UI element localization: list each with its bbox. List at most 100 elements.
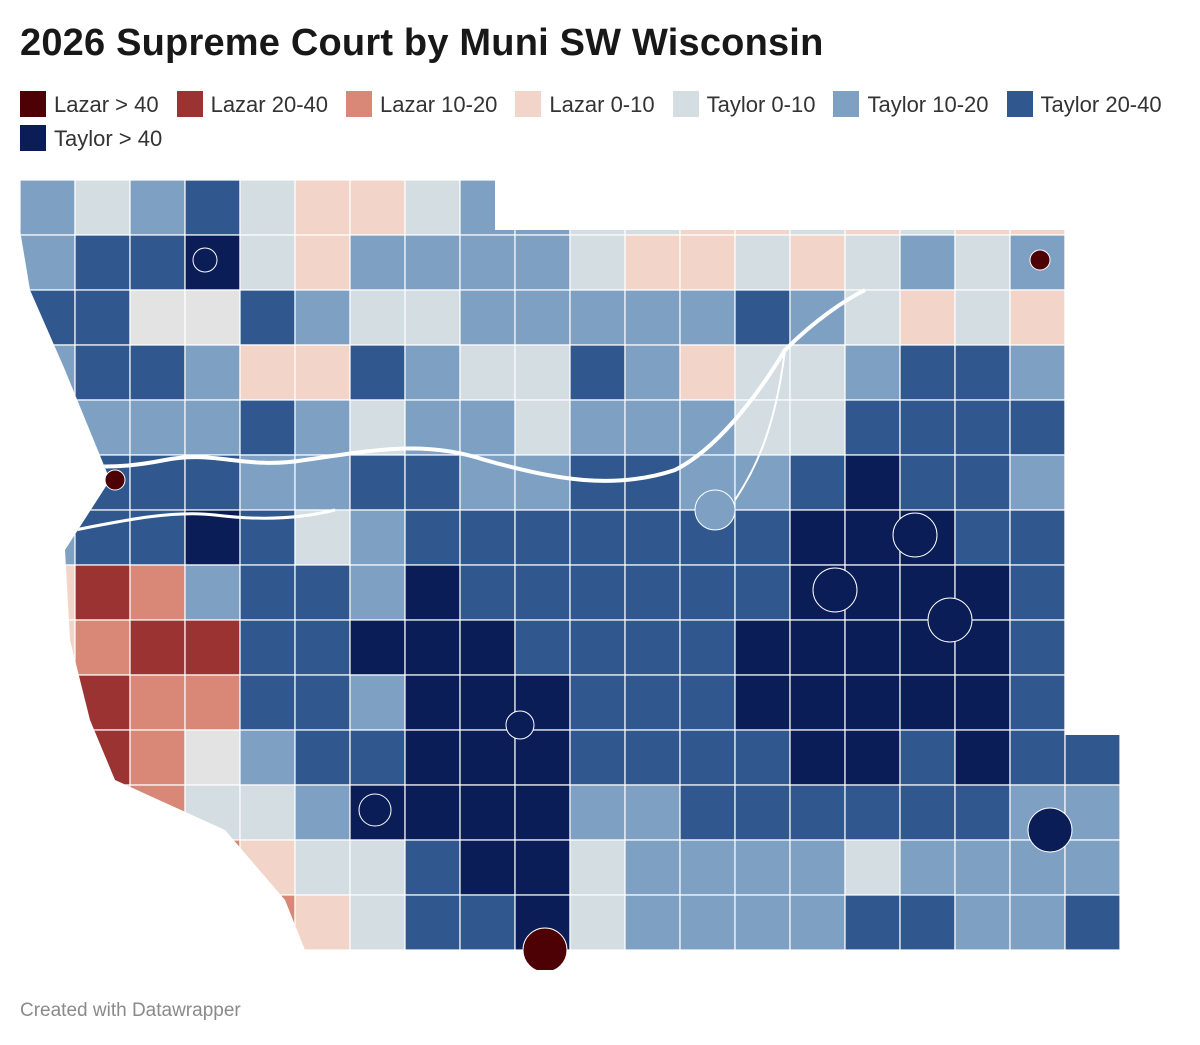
legend-label: Lazar 20-40	[210, 92, 328, 117]
municipality-cell	[20, 564, 76, 621]
municipality-cell	[569, 729, 626, 786]
municipality-cell	[954, 839, 1011, 896]
municipality-cell	[1064, 619, 1121, 676]
urban-area	[104, 469, 126, 491]
municipality-cell	[294, 839, 351, 896]
municipality-cell	[349, 180, 406, 236]
municipality-cell	[1009, 619, 1066, 676]
municipality-cell	[294, 619, 351, 676]
municipality-cell	[789, 509, 846, 566]
municipality-cell	[1009, 180, 1066, 236]
municipality-cell	[514, 564, 571, 621]
legend-item-lazar-0-10: Lazar 0-10	[515, 88, 655, 122]
municipality-cell	[569, 234, 626, 291]
municipality-cell	[899, 344, 956, 401]
municipality-cell	[239, 564, 296, 621]
municipality-cell	[294, 894, 351, 951]
municipality-cell	[459, 344, 516, 401]
municipality-cell	[1064, 234, 1121, 291]
municipality-cell	[569, 509, 626, 566]
municipality-cell	[954, 344, 1011, 401]
municipality-cell	[184, 894, 241, 951]
municipality-cell	[239, 839, 296, 896]
municipality-cell	[459, 289, 516, 346]
municipality-cell	[294, 180, 351, 236]
legend-swatch	[1006, 91, 1033, 117]
municipality-cell	[404, 564, 461, 621]
map-title: 2026 Supreme Court by Muni SW Wisconsin	[20, 22, 824, 64]
urban-area	[358, 793, 392, 827]
municipality-cell	[899, 234, 956, 291]
municipality-cell	[954, 234, 1011, 291]
municipality-cell	[679, 784, 736, 841]
municipality-cell	[20, 454, 76, 511]
credit-text: Created with Datawrapper	[20, 1000, 241, 1021]
municipality-cell	[569, 894, 626, 951]
municipality-cell	[294, 564, 351, 621]
municipality-cell	[20, 234, 76, 291]
municipality-cell	[569, 289, 626, 346]
municipality-cell	[734, 454, 791, 511]
municipality-cell	[1009, 509, 1066, 566]
municipality-cell	[1064, 839, 1121, 896]
municipality-cell	[349, 729, 406, 786]
municipality-cell	[624, 729, 681, 786]
urban-area	[694, 489, 736, 531]
municipality-cell	[404, 674, 461, 731]
municipality-cell	[679, 564, 736, 621]
municipality-cell	[624, 509, 681, 566]
municipality-cell	[789, 674, 846, 731]
municipality-cell	[239, 234, 296, 291]
municipality-cell	[349, 619, 406, 676]
municipality-cell	[404, 509, 461, 566]
municipality-cell	[679, 180, 736, 236]
municipality-cell	[899, 454, 956, 511]
municipality-cell	[679, 894, 736, 951]
municipality-cell	[844, 399, 901, 456]
municipality-cell	[954, 399, 1011, 456]
municipality-cell	[514, 454, 571, 511]
municipality-cell	[239, 729, 296, 786]
municipality-cell	[734, 784, 791, 841]
municipality-cell	[899, 784, 956, 841]
municipality-cell	[404, 839, 461, 896]
municipality-cell	[624, 180, 681, 236]
municipality-cell	[734, 509, 791, 566]
municipality-cell	[514, 234, 571, 291]
municipality-cell	[899, 674, 956, 731]
municipality-cell	[74, 234, 131, 291]
municipality-cell	[239, 619, 296, 676]
municipality-cell	[844, 894, 901, 951]
legend-label: Taylor 0-10	[706, 92, 816, 117]
municipality-cell	[1064, 399, 1121, 456]
municipality-cell	[129, 839, 186, 896]
municipality-cell	[404, 289, 461, 346]
municipality-cell	[624, 564, 681, 621]
municipality-cell	[679, 289, 736, 346]
municipality-cell	[74, 839, 131, 896]
municipality-cell	[20, 729, 76, 786]
municipality-cell	[74, 784, 131, 841]
municipality-cell	[239, 399, 296, 456]
municipality-cell	[129, 729, 186, 786]
municipality-cell	[20, 289, 76, 346]
municipality-cell	[679, 729, 736, 786]
municipality-cell	[734, 619, 791, 676]
municipality-cell	[734, 839, 791, 896]
legend-label: Taylor > 40	[54, 126, 163, 151]
municipality-cell	[569, 180, 626, 236]
municipality-cell	[514, 399, 571, 456]
municipality-cell	[74, 344, 131, 401]
municipality-cell	[899, 289, 956, 346]
municipality-cell	[129, 674, 186, 731]
municipality-cell	[514, 729, 571, 786]
municipality-cell	[349, 399, 406, 456]
urban-area	[892, 512, 938, 558]
municipality-cell	[679, 839, 736, 896]
legend-item-taylor-10-20: Taylor 10-20	[833, 88, 989, 122]
municipality-cell	[459, 784, 516, 841]
municipality-cell	[404, 399, 461, 456]
municipality-cell	[899, 894, 956, 951]
municipality-cell	[349, 344, 406, 401]
municipality-cell	[789, 839, 846, 896]
